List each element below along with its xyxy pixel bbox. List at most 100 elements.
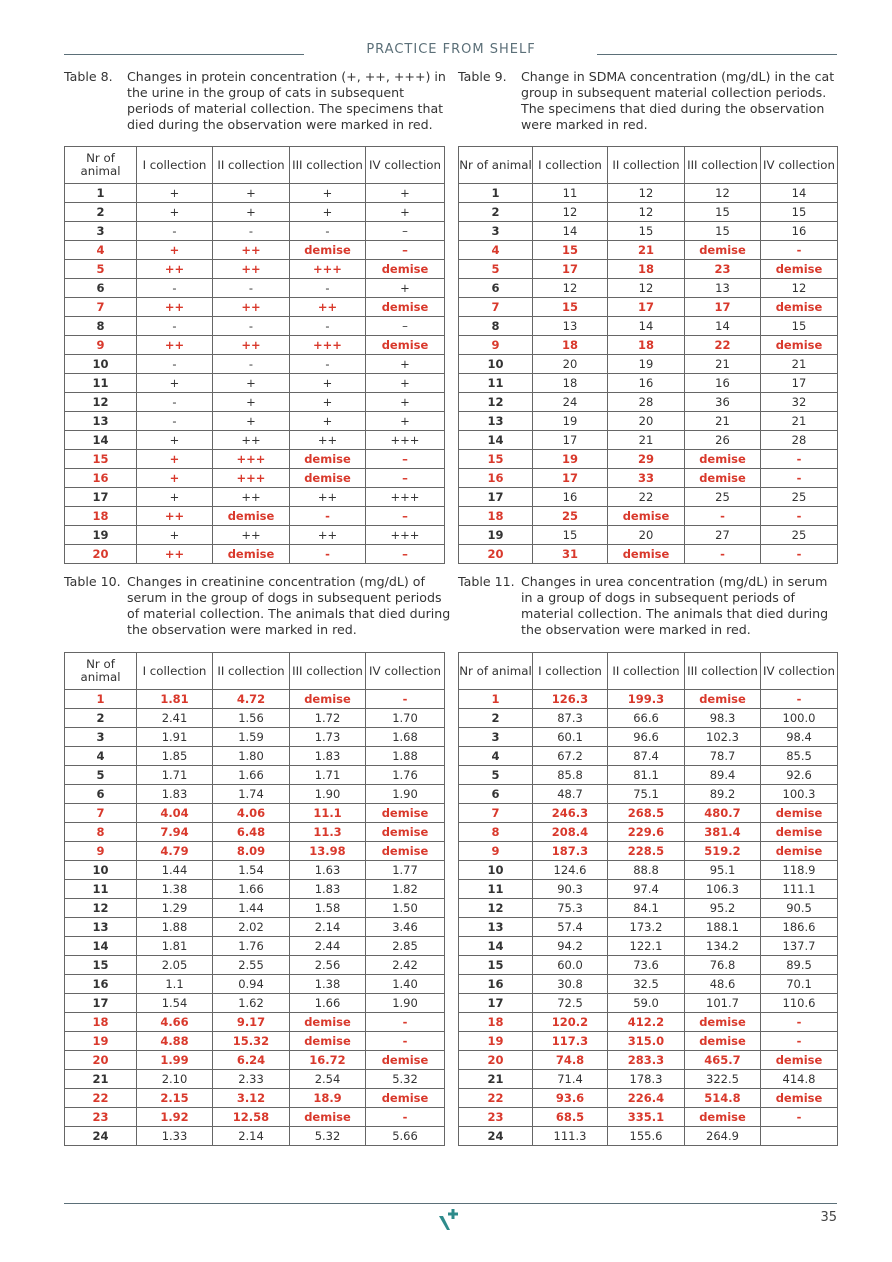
table-cell: 18 xyxy=(532,335,608,355)
table-cell: 95.2 xyxy=(684,898,761,918)
table-cell: 3.46 xyxy=(365,917,445,937)
column-header: IV collection xyxy=(365,652,445,690)
table-cell: 20 xyxy=(64,544,137,564)
header-title: PRACTICE FROM SHELF xyxy=(366,42,536,57)
table-cell: 90.5 xyxy=(760,898,838,918)
table-cell: 26 xyxy=(684,430,761,450)
table-cell: - xyxy=(136,316,213,336)
table-cell: 60.0 xyxy=(532,955,608,975)
table-cell: 21 xyxy=(458,1069,533,1089)
table-row: 5 17 18 23 demise xyxy=(458,259,838,279)
table-cell: 1.59 xyxy=(212,727,290,747)
table-cell: 1.70 xyxy=(365,708,445,728)
table-cell: 2.14 xyxy=(289,917,366,937)
table-cell: 264.9 xyxy=(684,1126,761,1146)
table-cell: 59.0 xyxy=(607,993,685,1013)
table-cell: 2 xyxy=(64,708,137,728)
table-row: 16 30.8 32.5 48.6 70.1 xyxy=(458,974,838,994)
table-cell: ++ xyxy=(212,297,290,317)
table-cell: + xyxy=(136,449,213,469)
table-cell: 17 xyxy=(458,993,533,1013)
table-cell: 101.7 xyxy=(684,993,761,1013)
table-row: 22 2.15 3.12 18.9 demise xyxy=(64,1088,445,1108)
table-cell: 24 xyxy=(64,1126,137,1146)
table-cell: 10 xyxy=(458,860,533,880)
table-cell: - xyxy=(760,1107,838,1127)
table-cell: 2.41 xyxy=(136,708,213,728)
table-row: 8 208.4 229.6 381.4 demise xyxy=(458,822,838,842)
table-cell: - xyxy=(212,278,290,298)
column-header: II collection xyxy=(212,146,290,184)
table-cell: 2 xyxy=(458,202,533,222)
table-cell: 81.1 xyxy=(607,765,685,785)
table-cell: 9 xyxy=(64,841,137,861)
table-cell: 1.76 xyxy=(212,936,290,956)
table-cell: 3 xyxy=(64,221,137,241)
table-cell: 98.3 xyxy=(684,708,761,728)
table-cell: 17 xyxy=(64,993,137,1013)
table-cell: 13 xyxy=(458,411,533,431)
table-cell: 4.06 xyxy=(212,803,290,823)
table-cell: 2.44 xyxy=(289,936,366,956)
table-cell: + xyxy=(289,183,366,203)
table-cell: 283.3 xyxy=(607,1050,685,1070)
table-cell: 72.5 xyxy=(532,993,608,1013)
table-row: 20 ++ demise - – xyxy=(64,544,445,564)
table-cell: 22 xyxy=(684,335,761,355)
column-header: III collection xyxy=(684,652,761,690)
table-row: 11 18 16 16 17 xyxy=(458,373,838,393)
table-cell: + xyxy=(289,373,366,393)
table-cell: 87.3 xyxy=(532,708,608,728)
table-cell: 97.4 xyxy=(607,879,685,899)
table-cell: + xyxy=(365,202,445,222)
table-cell: 16 xyxy=(607,373,685,393)
table-cell: 1 xyxy=(64,689,137,709)
table-cell: - xyxy=(136,278,213,298)
table-cell: 4.66 xyxy=(136,1012,213,1032)
table-cell: 155.6 xyxy=(607,1126,685,1146)
table-cell: 21 xyxy=(760,354,838,374)
table-cell: 1.63 xyxy=(289,860,366,880)
caption-text: Changes in protein concentration (+, ++,… xyxy=(127,69,446,132)
table-row: 16 17 33 demise - xyxy=(458,468,838,488)
table-row: 24 111.3 155.6 264.9 xyxy=(458,1126,838,1146)
table-cell: + xyxy=(136,468,213,488)
table-cell: 22 xyxy=(458,1088,533,1108)
table-cell: 75.3 xyxy=(532,898,608,918)
table-cell: 8 xyxy=(458,316,533,336)
table-cell: 17 xyxy=(458,487,533,507)
table-cell: 11 xyxy=(64,373,137,393)
table-cell: 111.1 xyxy=(760,879,838,899)
table-cell: 0.94 xyxy=(212,974,290,994)
table-row: 4 + ++ demise – xyxy=(64,240,445,260)
table-row: 14 + ++ ++ +++ xyxy=(64,430,445,450)
table-cell: 18 xyxy=(64,1012,137,1032)
table-row: 6 12 12 13 12 xyxy=(458,278,838,298)
table-row: 2 2.41 1.56 1.72 1.70 xyxy=(64,708,445,728)
table-row: 1 11 12 12 14 xyxy=(458,183,838,203)
table-cell: +++ xyxy=(289,335,366,355)
table-cell: 14 xyxy=(64,936,137,956)
table-cell: 85.8 xyxy=(532,765,608,785)
table-cell: 186.6 xyxy=(760,917,838,937)
table-cell: 514.8 xyxy=(684,1088,761,1108)
table-cell: 19 xyxy=(607,354,685,374)
table-cell: 111.3 xyxy=(532,1126,608,1146)
table-cell: 11 xyxy=(458,373,533,393)
table-row: 20 31 demise - - xyxy=(458,544,838,564)
table-cell: +++ xyxy=(365,525,445,545)
table-cell: 2.33 xyxy=(212,1069,290,1089)
table-cell: 12 xyxy=(64,392,137,412)
table-cell: 23 xyxy=(684,259,761,279)
header-row: Nr of animal I collection II collection III… xyxy=(64,146,445,184)
table-cell: - xyxy=(760,1012,838,1032)
table-row: 13 1.88 2.02 2.14 3.46 xyxy=(64,917,445,937)
table-cell: demise xyxy=(760,297,838,317)
table-cell: 15 xyxy=(532,525,608,545)
table-cell: demise xyxy=(684,1012,761,1032)
table-cell: 12 xyxy=(458,898,533,918)
table-cell: 1.88 xyxy=(365,746,445,766)
table-cell: 5 xyxy=(458,765,533,785)
table-cell: ++ xyxy=(212,487,290,507)
header-rule xyxy=(64,54,304,55)
